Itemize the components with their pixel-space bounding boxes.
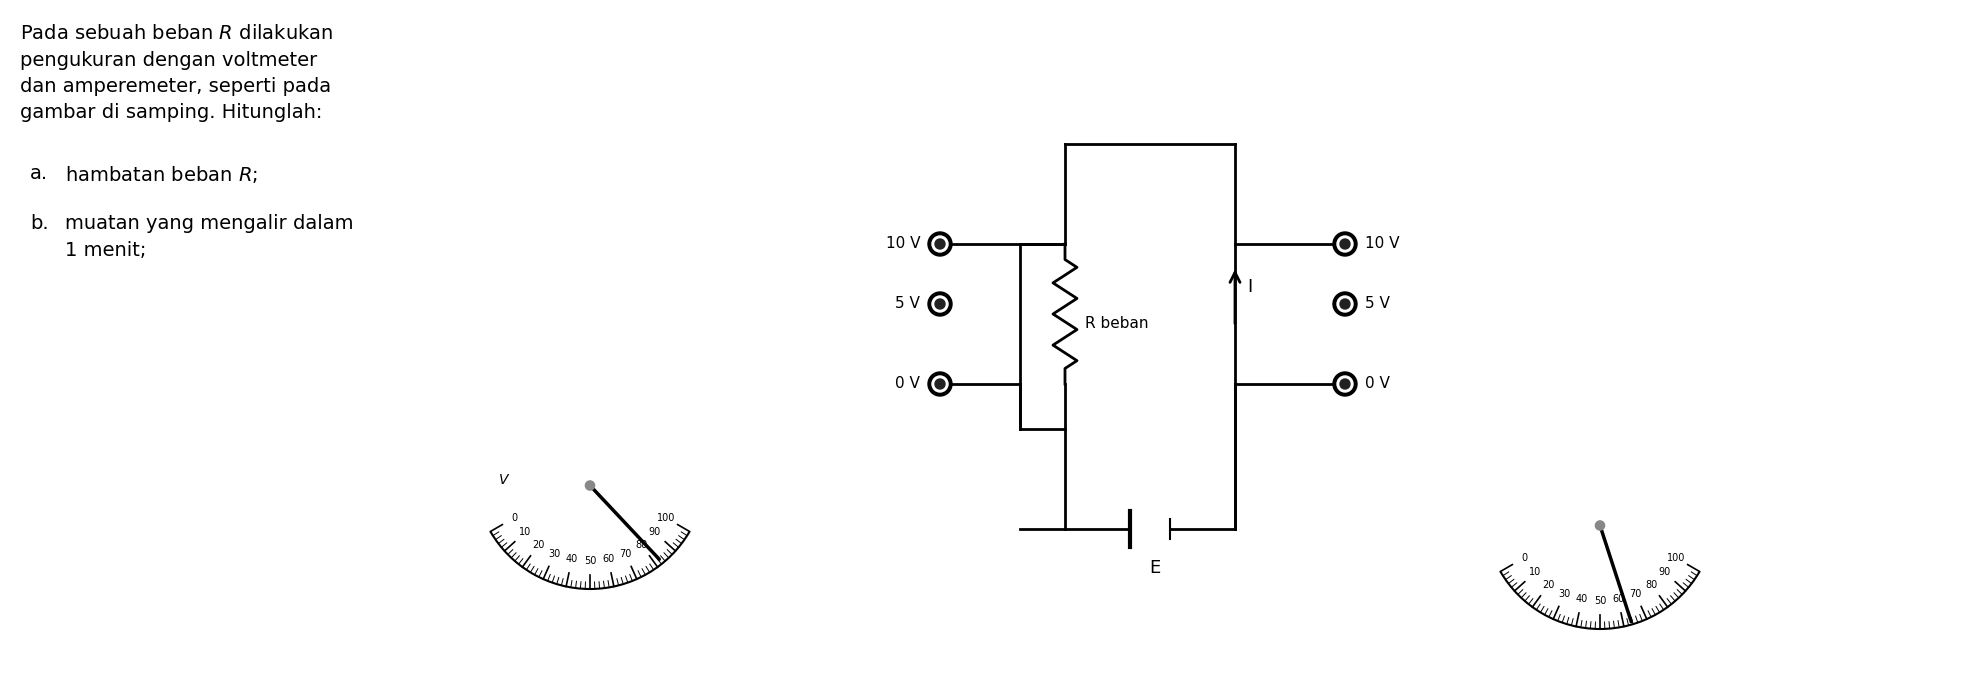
- Text: 10 V: 10 V: [1366, 237, 1399, 251]
- Circle shape: [1596, 521, 1604, 530]
- Circle shape: [1332, 372, 1358, 396]
- Text: 70: 70: [620, 549, 632, 559]
- Circle shape: [1336, 376, 1354, 392]
- Circle shape: [935, 239, 945, 249]
- Text: I: I: [1248, 278, 1252, 295]
- Text: 10: 10: [1529, 568, 1541, 578]
- Circle shape: [1340, 379, 1350, 389]
- Text: 40: 40: [1576, 594, 1588, 605]
- Text: 30: 30: [549, 549, 561, 559]
- Text: 70: 70: [1630, 589, 1641, 599]
- Text: 5 V: 5 V: [895, 297, 919, 311]
- Text: 60: 60: [1612, 594, 1624, 605]
- Text: 0: 0: [512, 513, 518, 523]
- Text: 20: 20: [1543, 580, 1555, 590]
- Circle shape: [1332, 292, 1358, 316]
- Text: 50: 50: [1594, 596, 1606, 607]
- Text: muatan yang mengalir dalam
1 menit;: muatan yang mengalir dalam 1 menit;: [65, 214, 354, 259]
- Text: 90: 90: [1659, 568, 1671, 578]
- Text: 5 V: 5 V: [1366, 297, 1389, 311]
- Text: 20: 20: [533, 540, 545, 550]
- Text: 80: 80: [636, 540, 647, 550]
- Circle shape: [933, 376, 949, 392]
- Text: 100: 100: [657, 513, 675, 523]
- Text: 10 V: 10 V: [886, 237, 919, 251]
- Circle shape: [1336, 296, 1354, 312]
- Text: a.: a.: [30, 164, 47, 183]
- Circle shape: [1340, 239, 1350, 249]
- Circle shape: [1340, 299, 1350, 309]
- Circle shape: [929, 292, 953, 316]
- Text: hambatan beban $R$;: hambatan beban $R$;: [65, 164, 258, 185]
- Circle shape: [1332, 232, 1358, 256]
- Circle shape: [935, 379, 945, 389]
- Text: 30: 30: [1559, 589, 1570, 599]
- Text: Pada sebuah beban $R$ dilakukan
pengukuran dengan voltmeter
dan amperemeter, sep: Pada sebuah beban $R$ dilakukan pengukur…: [20, 24, 333, 123]
- Text: 0 V: 0 V: [1366, 377, 1389, 392]
- Text: 10: 10: [520, 528, 531, 537]
- Circle shape: [935, 299, 945, 309]
- Text: b.: b.: [30, 214, 49, 233]
- Text: V: V: [500, 472, 508, 487]
- Circle shape: [929, 372, 953, 396]
- Text: 100: 100: [1667, 553, 1685, 563]
- Text: 0: 0: [1521, 553, 1527, 563]
- Text: 40: 40: [565, 555, 579, 565]
- Text: 0 V: 0 V: [895, 377, 919, 392]
- Circle shape: [584, 481, 594, 490]
- Circle shape: [1336, 236, 1354, 252]
- Circle shape: [933, 236, 949, 252]
- Text: R beban: R beban: [1084, 317, 1149, 332]
- Text: 90: 90: [649, 528, 661, 537]
- Text: 80: 80: [1645, 580, 1657, 590]
- Text: 50: 50: [584, 557, 596, 566]
- Text: E: E: [1149, 559, 1161, 577]
- Text: 60: 60: [602, 555, 614, 565]
- Circle shape: [933, 296, 949, 312]
- Circle shape: [929, 232, 953, 256]
